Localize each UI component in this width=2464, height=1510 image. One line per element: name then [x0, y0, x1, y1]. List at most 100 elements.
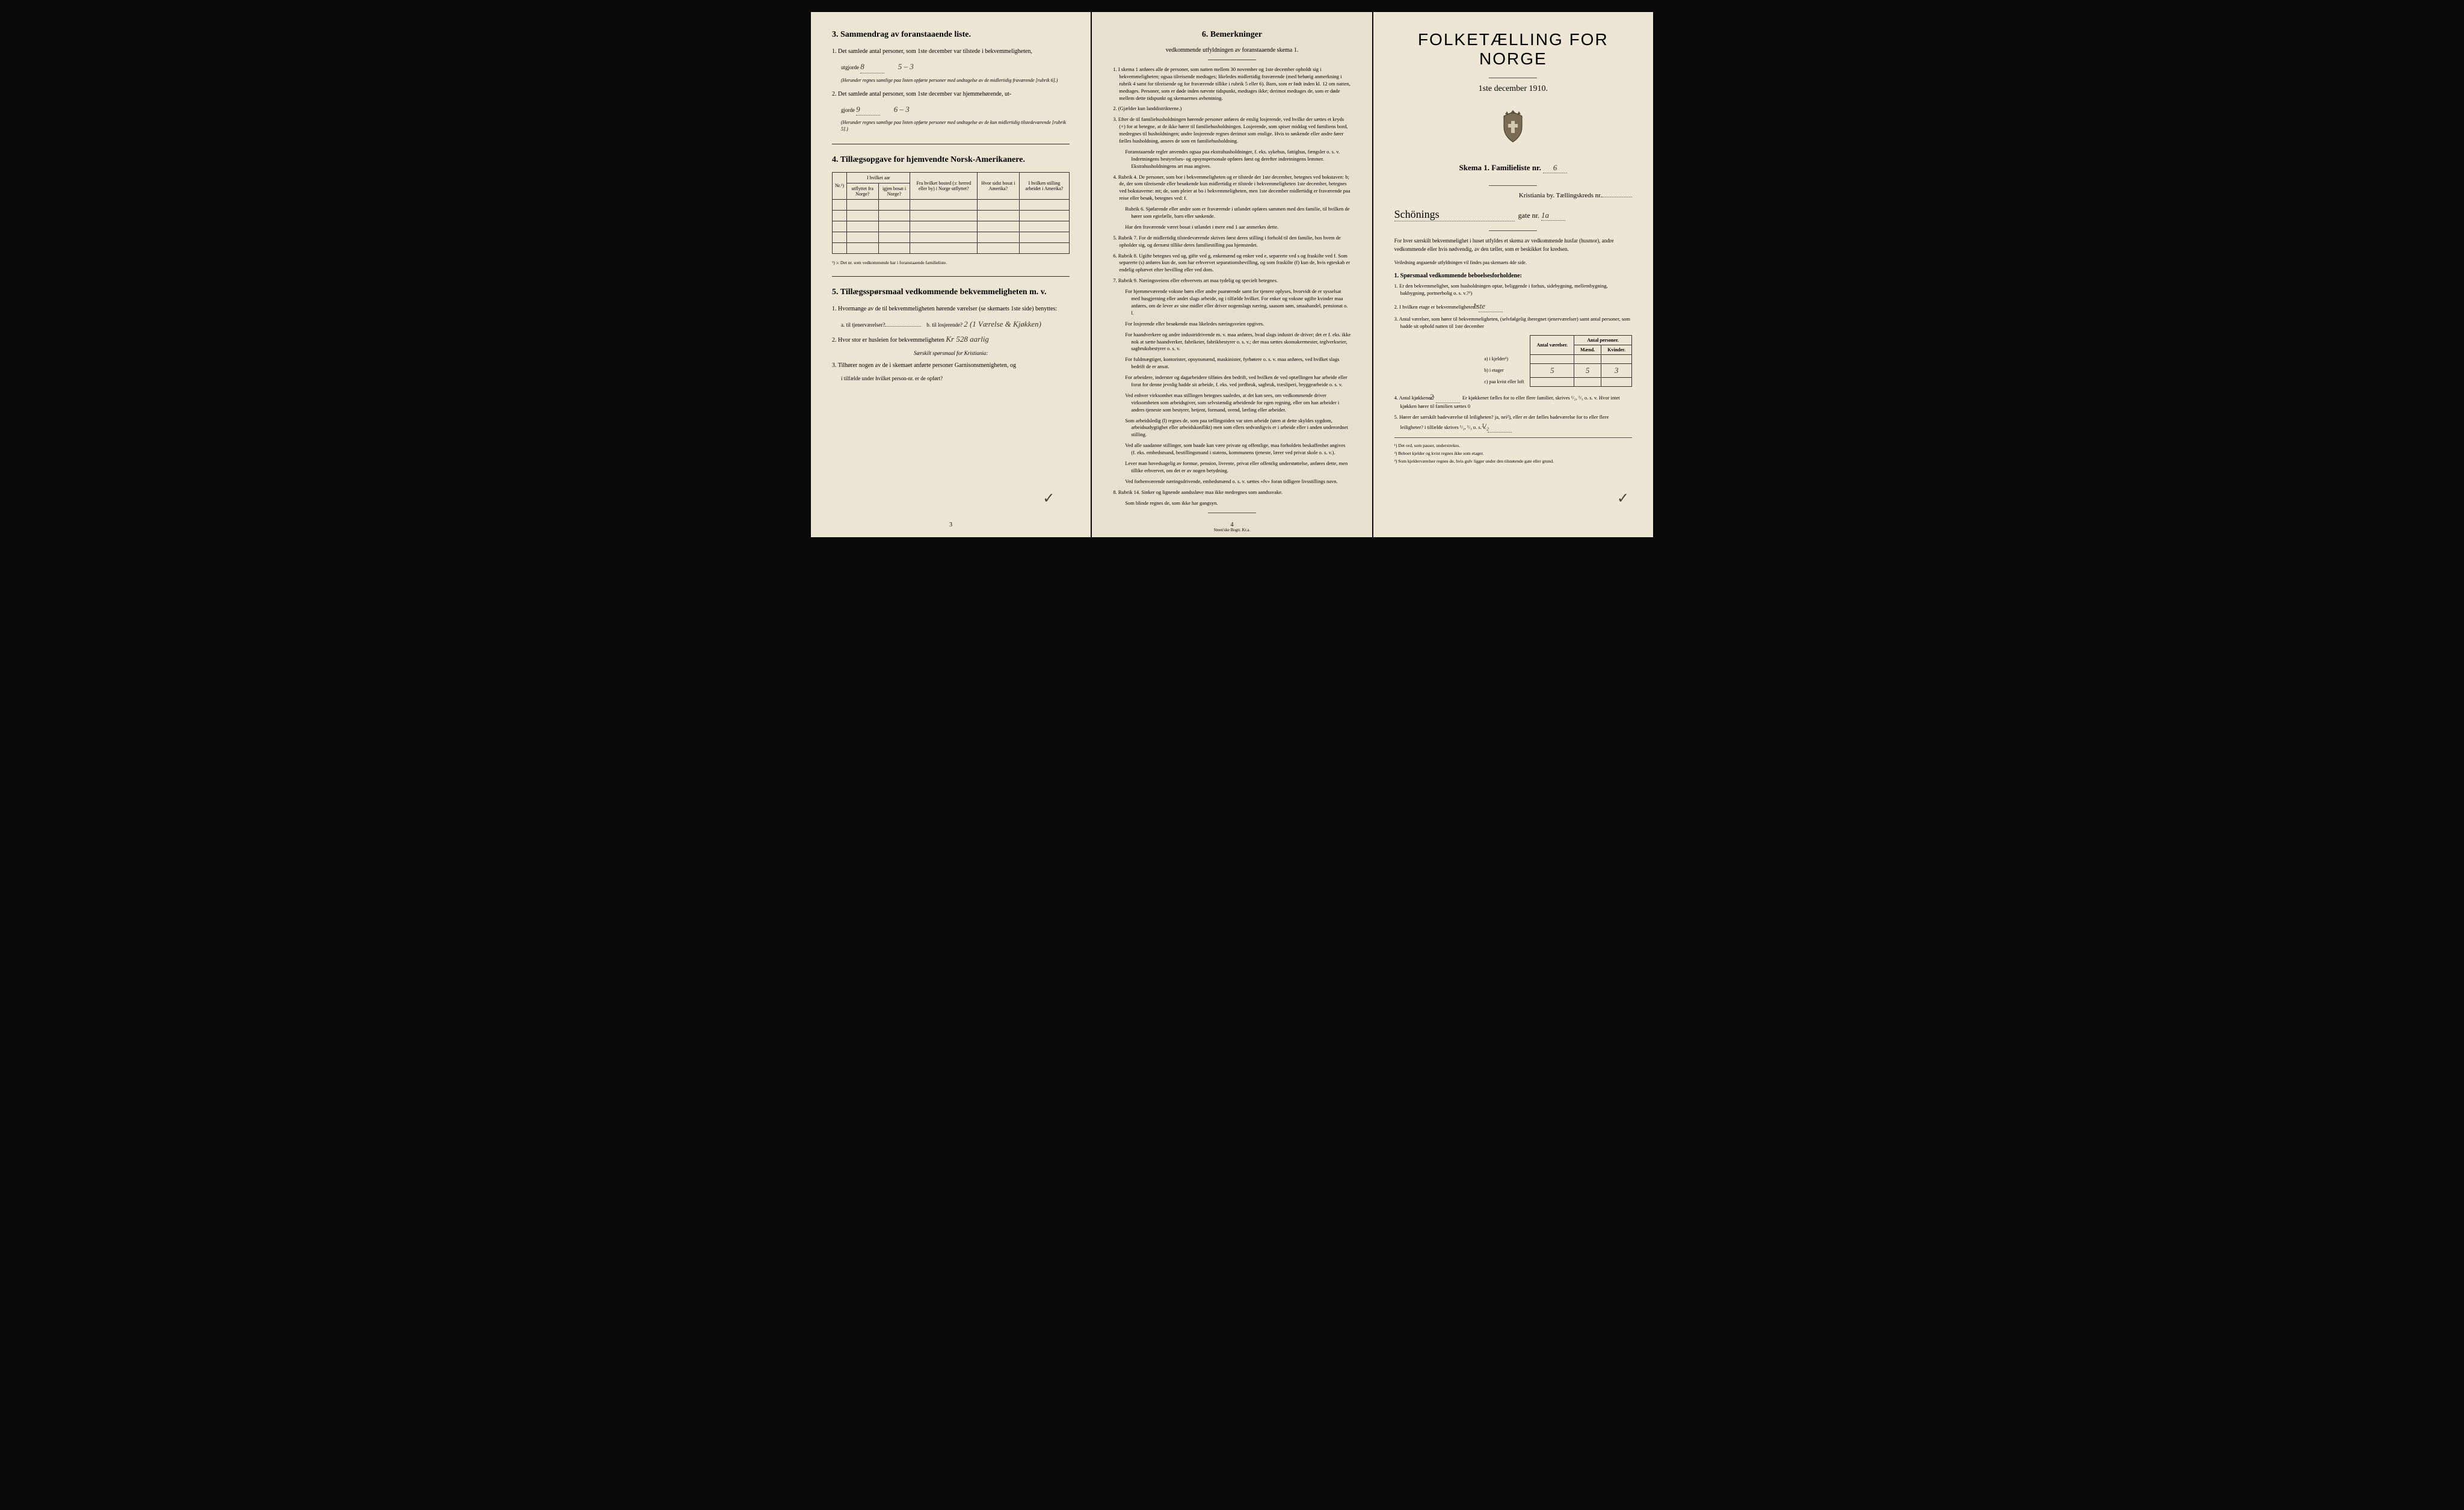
th: Mænd.	[1574, 345, 1601, 354]
fill: 5 – 3	[898, 62, 914, 71]
label: gate nr.	[1518, 211, 1539, 220]
s6-i4s2: Har den fraværende været bosat i utlande…	[1125, 224, 1351, 231]
s6-i7p8: Ved alle saadanne stillinger, som baade …	[1125, 442, 1351, 457]
s3-item1-fill: utgjorde 8 5 – 3	[841, 61, 1070, 73]
s6-i4: 4. Rubrik 4. De personer, som bor i bekv…	[1113, 174, 1351, 203]
s3-item1: 1. Det samlede antal personer, som 1ste …	[832, 47, 1070, 56]
label: 2. I hvilken etage er bekvemmeligheten?	[1394, 304, 1477, 310]
s5-item3: 3. Tilhører nogen av de i skemaet anført…	[832, 361, 1070, 370]
section4-table: Nr.¹) I hvilket aar Fra hvilket bosted (…	[832, 172, 1070, 254]
th: I hvilket aar	[847, 172, 910, 183]
th: igjen bosat i Norge?	[878, 183, 910, 199]
s6-i7p5: For arbeidere, inderster og dagarbeidere…	[1125, 374, 1351, 389]
cell: 5	[1574, 363, 1601, 377]
s3-item2: 2. Det samlede antal personer, som 1ste …	[832, 90, 1070, 99]
s6-i7p9: Lever man hovedsagelig av formue, pensio…	[1125, 460, 1351, 475]
s6-i7: 7. Rubrik 9. Næringsveiens eller erhverv…	[1113, 277, 1351, 285]
label: a. til tjenerværelser?	[841, 322, 885, 328]
checkmark-icon: ✓	[1043, 490, 1055, 507]
q3: 3. Antal værelser, som hører til bekvemm…	[1394, 316, 1632, 330]
main-title: FOLKETÆLLING FOR NORGE	[1394, 30, 1632, 69]
s6-i1: 1. I skema 1 anføres alle de personer, s…	[1113, 66, 1351, 102]
fill: 6	[1543, 163, 1567, 173]
label: Kristiania by. Tællingskreds nr.	[1519, 192, 1602, 199]
fill: Kr 528 aarlig	[946, 334, 989, 344]
th: Hvor sidst bosat i Amerika?	[978, 172, 1019, 199]
row-label: a) i kjelder³)	[1478, 354, 1530, 363]
fn3: ³) Som kjelderværelser regnes de, hvis g…	[1394, 458, 1632, 464]
s6-i7p2: For losjerende eller besøkende maa likel…	[1125, 321, 1351, 328]
s5-item2-sub: Særskilt spørsmaal for Kristiania:	[832, 350, 1070, 356]
fill: 9	[856, 103, 880, 116]
fill: 8	[860, 61, 884, 73]
th: Fra hvilket bosted (ɔ: herred eller by) …	[910, 172, 978, 199]
fill: Schönings	[1394, 208, 1515, 221]
row-label: b) i etager	[1478, 363, 1530, 377]
th: Nr.¹)	[833, 172, 847, 199]
printer-mark: Steen'ske Bogtr. Kr.a.	[1092, 528, 1372, 532]
label: 4. Antal kjøkkener?	[1394, 395, 1435, 401]
section3-title: 3. Sammendrag av foranstaaende liste.	[832, 30, 1070, 40]
page-3: FOLKETÆLLING FOR NORGE 1ste december 191…	[1373, 12, 1653, 537]
page-number: 3	[811, 522, 1091, 528]
label: Skema 1. Familieliste nr.	[1459, 163, 1541, 172]
document-container: 3. Sammendrag av foranstaaende liste. 1.…	[811, 12, 1653, 537]
s6-i6: 6. Rubrik 8. Ugifte betegnes ved ug, gif…	[1113, 253, 1351, 274]
s6-i7p10: Ved forhenværende næringsdrivende, embed…	[1125, 478, 1351, 485]
intro2: Veiledning angaaende utfyldningen vil fi…	[1394, 259, 1632, 267]
s4-footnote: ¹) ɔ: Det nr. som vedkommende har i fora…	[832, 260, 1070, 265]
label: utgjorde	[841, 64, 859, 70]
section5-title: 5. Tillægsspørsmaal vedkommende bekvemme…	[832, 288, 1070, 297]
skema-line: Skema 1. Familieliste nr. 6	[1394, 163, 1632, 173]
intro: For hver særskilt bekvemmelighet i huset…	[1394, 237, 1632, 253]
fn1: ¹) Det ord, som passer, understrekes.	[1394, 443, 1632, 448]
fill: 2	[1436, 392, 1460, 403]
q5: 5. Hører der særskilt badeværelse til le…	[1394, 414, 1632, 433]
s6-i8s: Som blinde regnes de, som ikke har gangs…	[1125, 500, 1351, 507]
checkmark-icon: ✓	[1617, 490, 1629, 507]
section6-subtitle: vedkommende utfyldningen av foranstaaend…	[1113, 47, 1351, 54]
label: b. til losjerende?	[926, 322, 962, 328]
s6-i5: 5. Rubrik 7. For de midlertidig tilstede…	[1113, 235, 1351, 249]
label: gjorde	[841, 107, 855, 113]
section6-title: 6. Bemerkninger	[1113, 30, 1351, 40]
page-2: 6. Bemerkninger vedkommende utfyldningen…	[1092, 12, 1372, 537]
rooms-table: Antal værelser. Antal personer. Mænd. Kv…	[1478, 335, 1632, 387]
s3-item2-fill: gjorde 9 6 – 3	[841, 103, 1070, 116]
s6-i2: 2. (Gjælder kun landdistrikterne.)	[1113, 105, 1351, 112]
th: Antal værelser.	[1530, 335, 1574, 354]
s6-i7p3: For haandverkere og andre industridriven…	[1125, 331, 1351, 353]
fill: ¹/₂	[1488, 421, 1512, 433]
cell: 5	[1530, 363, 1574, 377]
s6-i3: 3. Efter de til familiehusholdningen hør…	[1113, 116, 1351, 145]
q4: 4. Antal kjøkkener? 2 Er kjøkkenet fælle…	[1394, 392, 1632, 410]
s6-i7p6: Ved enhver virksomhet maa stillingen bet…	[1125, 392, 1351, 414]
th: Antal personer.	[1574, 335, 1632, 345]
fill: 6 – 3	[894, 105, 910, 114]
fill: 2 (1 Værelse & Kjøkken)	[964, 319, 1041, 328]
section4-title: 4. Tillægsopgave for hjemvendte Norsk-Am…	[832, 155, 1070, 165]
fill: 1ste	[1479, 301, 1503, 312]
s6-i7p7: Som arbeidsledig (l) regnes de, som paa …	[1125, 418, 1351, 439]
q2: 2. I hvilken etage er bekvemmeligheten? …	[1394, 301, 1632, 312]
th: Kvinder.	[1601, 345, 1632, 354]
crest-icon	[1394, 109, 1632, 151]
s6-i7p1: For hjemmeværende voksne børn eller andr…	[1125, 288, 1351, 317]
s5-item1ab: a. til tjenerværelser? b. til losjerende…	[841, 318, 1070, 330]
s5-item3-sub: i tilfælde under hvilket person-nr. er d…	[841, 375, 1070, 383]
s6-i3s: Foranstaaende regler anvendes ogsaa paa …	[1125, 149, 1351, 170]
s6-i7p4: For fuldmægtiger, kontorister, opsynsmæn…	[1125, 356, 1351, 371]
q-heading: 1. Spørsmaal vedkommende beboelsesforhol…	[1394, 273, 1632, 279]
fn2: ²) Beboet kjelder og kvist regnes ikke s…	[1394, 451, 1632, 456]
fill: 1a	[1541, 211, 1565, 221]
th: I hvilken stilling arbeidet i Amerika?	[1019, 172, 1070, 199]
street-line: Schönings gate nr. 1a	[1394, 208, 1632, 221]
label: 2. Hvor stor er husleien for bekvemmelig…	[832, 337, 944, 344]
s5-item1: 1. Hvormange av de til bekvemmeligheten …	[832, 304, 1070, 313]
s5-item2: 2. Hvor stor er husleien for bekvemmelig…	[832, 333, 1070, 345]
subtitle: 1ste december 1910.	[1394, 84, 1632, 94]
cell: 3	[1601, 363, 1632, 377]
s6-i8: 8. Rubrik 14. Sinker og lignende aandssl…	[1113, 489, 1351, 496]
th: utflyttet fra Norge?	[847, 183, 878, 199]
city-line: Kristiania by. Tællingskreds nr.	[1394, 192, 1632, 199]
